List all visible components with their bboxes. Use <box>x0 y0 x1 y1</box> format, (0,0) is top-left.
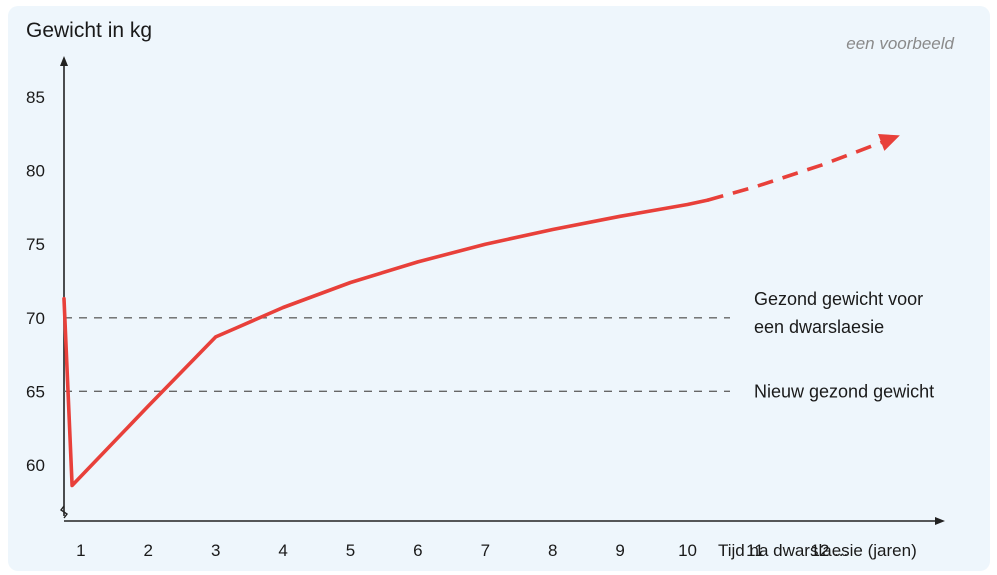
y-tick-label: 75 <box>26 235 45 254</box>
y-tick-labels: 60 65 70 75 80 85 <box>26 88 45 475</box>
y-tick-label: 80 <box>26 162 45 181</box>
chart-panel <box>8 6 990 571</box>
x-tick-label: 7 <box>481 541 490 560</box>
y-axis-title: Gewicht in kg <box>26 19 152 42</box>
x-axis-arrowhead <box>935 517 945 525</box>
x-tick-label: 11 <box>746 541 764 560</box>
x-tick-label: 6 <box>413 541 422 560</box>
x-tick-label: 3 <box>211 541 220 560</box>
x-tick-label: 1 <box>76 541 85 560</box>
x-tick-label: 9 <box>615 541 624 560</box>
reference-lines: Gezond gewicht voor een dwarslaesie Nieuw … <box>64 289 934 401</box>
reference-label: Nieuw gezond gewicht <box>754 381 934 401</box>
y-axis-break <box>59 505 69 519</box>
x-tick-label: 5 <box>346 541 355 560</box>
x-tick-label: 8 <box>548 541 557 560</box>
x-tick-label: 2 <box>144 541 153 560</box>
reference-label: Gezond gewicht voor <box>754 289 923 309</box>
x-tick-label: 10 <box>678 541 697 560</box>
y-tick-label: 70 <box>26 309 45 328</box>
axes <box>59 56 945 525</box>
y-axis-arrowhead <box>60 56 68 66</box>
x-tick-labels: 1 2 3 4 5 6 7 8 9 10 11 12 ... <box>76 541 848 560</box>
reference-label: een dwarslaesie <box>754 317 884 337</box>
x-tick-label: 4 <box>278 541 287 560</box>
projection-arrowhead <box>877 134 900 151</box>
y-tick-label: 85 <box>26 88 45 107</box>
y-tick-label: 65 <box>26 382 45 401</box>
y-tick-label: 60 <box>26 456 45 475</box>
example-note: een voorbeeld <box>846 34 954 53</box>
x-axis-title: Tijd na dwarslaesie (jaren) <box>718 541 917 560</box>
x-tick-label: 12 ... <box>810 541 848 560</box>
weight-line <box>62 198 710 488</box>
projection-line <box>707 133 901 202</box>
series-group <box>62 133 901 488</box>
